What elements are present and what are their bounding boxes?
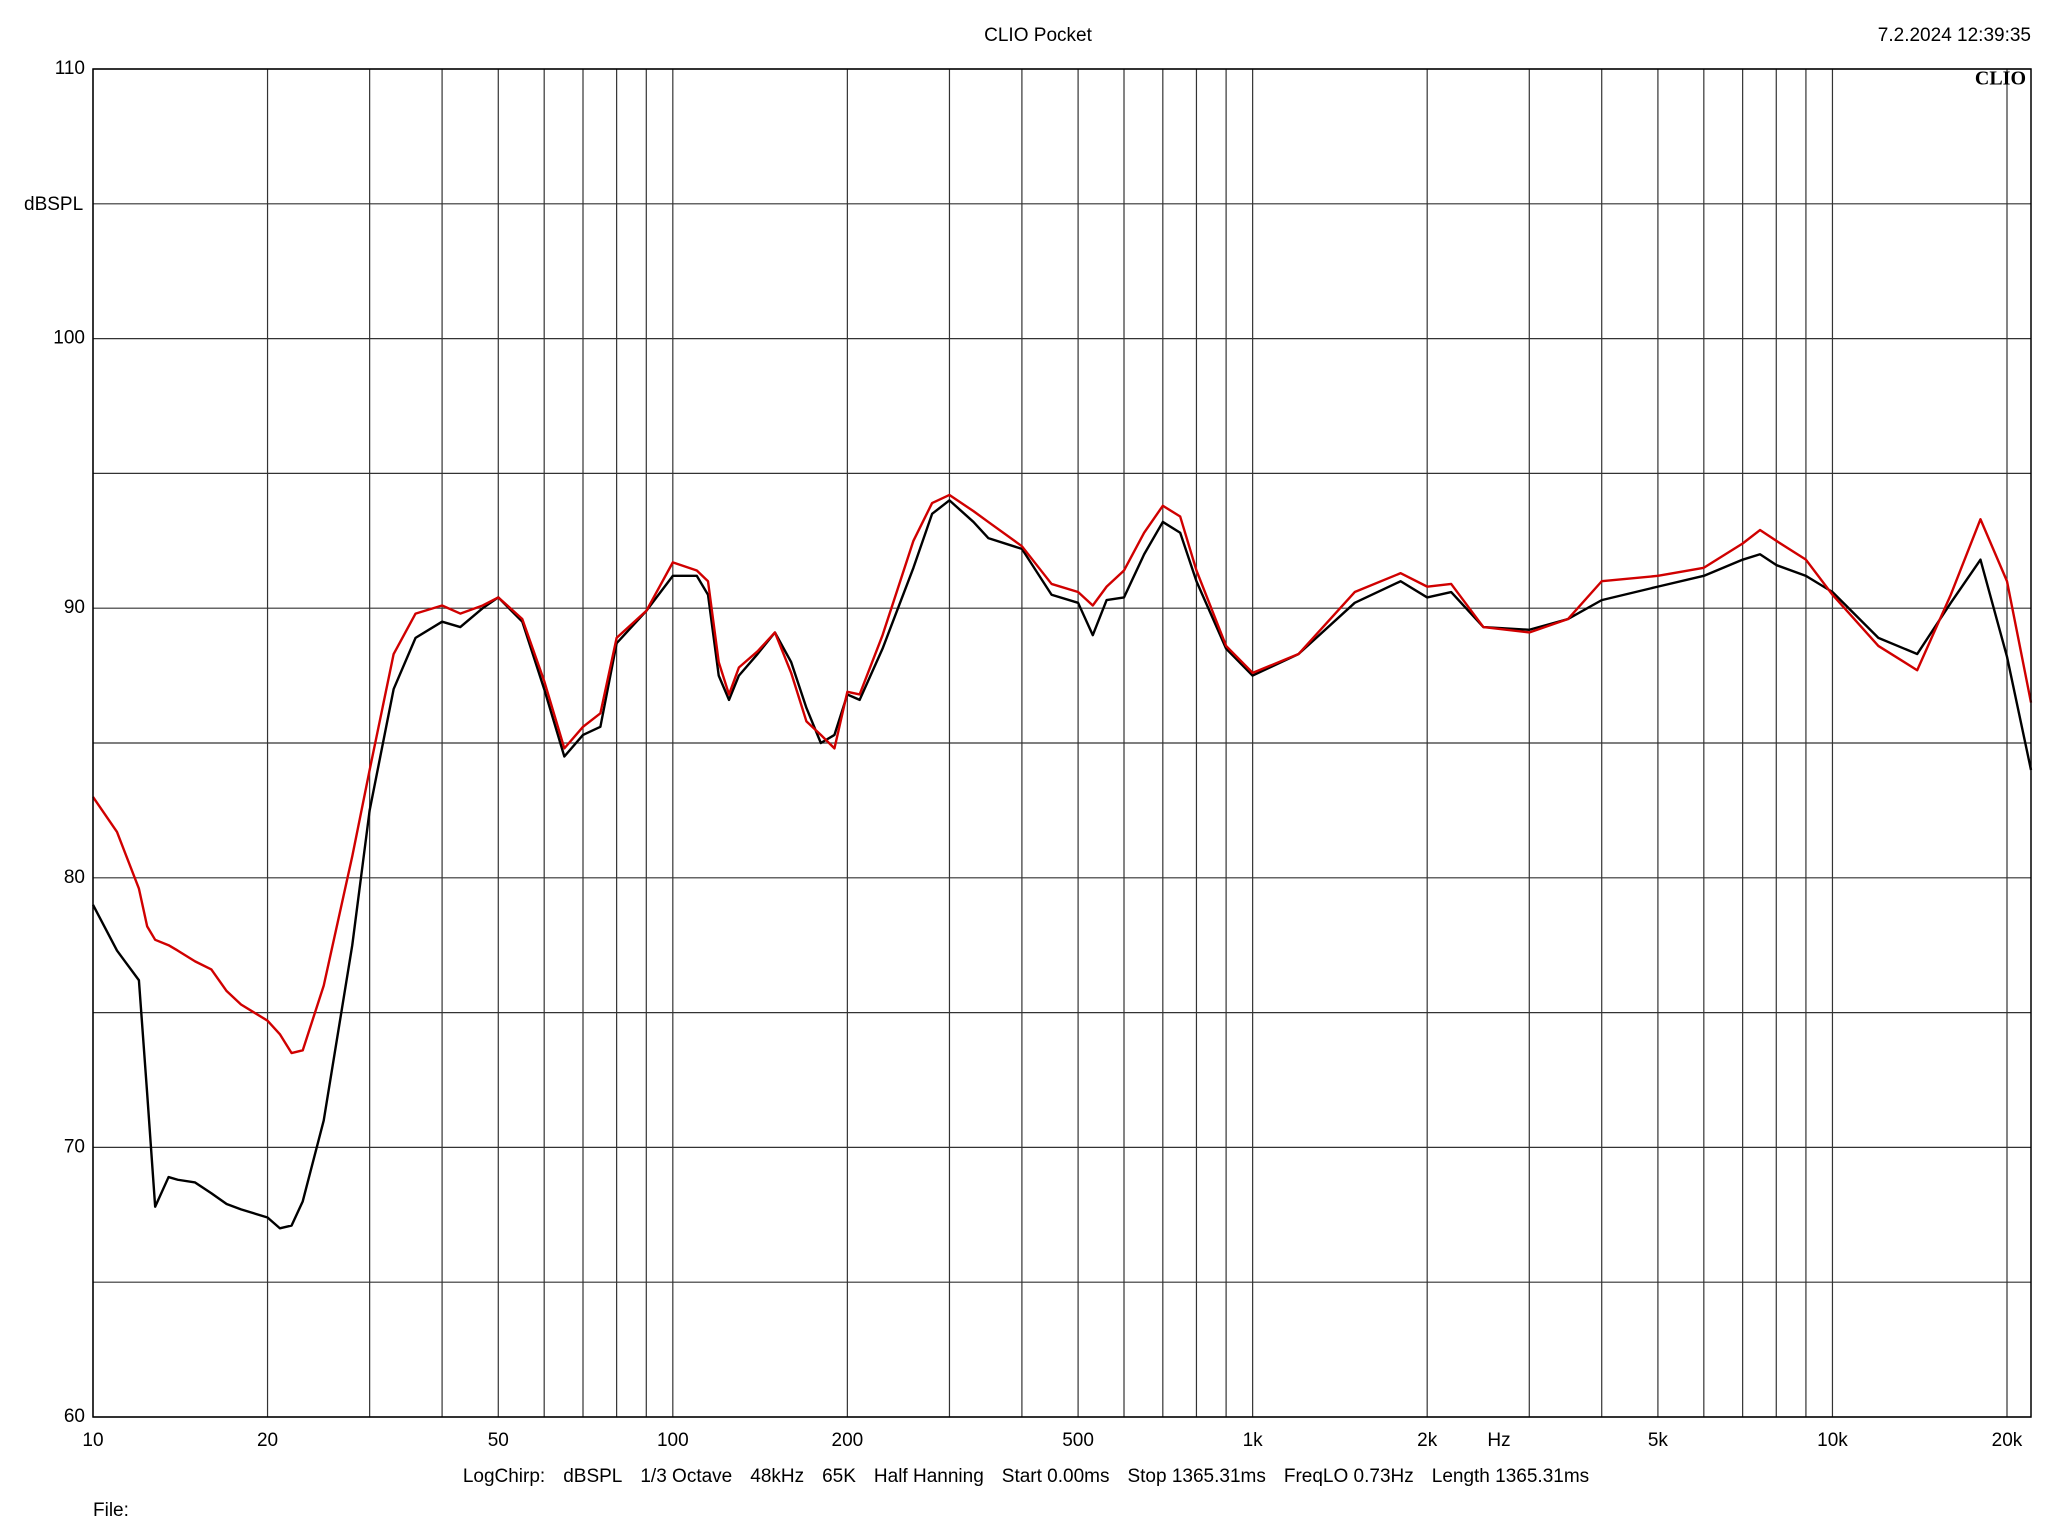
info-item: Half Hanning — [874, 1466, 984, 1487]
file-label: File: — [93, 1500, 129, 1521]
series-line — [91, 499, 2033, 1230]
info-item: Length 1365.31ms — [1432, 1466, 1589, 1487]
info-item: Start 0.00ms — [1002, 1466, 1110, 1487]
x-tick-label: 100 — [657, 1430, 689, 1451]
x-tick-label: 1k — [1243, 1430, 1264, 1451]
plot-frame — [92, 68, 2032, 1418]
y-axis-label: dBSPL — [24, 194, 83, 215]
series-line — [92, 493, 2033, 1055]
y-tick-label: 90 — [64, 597, 85, 618]
y-tick-label: 80 — [64, 867, 85, 888]
y-tick-label: 70 — [64, 1136, 85, 1157]
info-item: FreqLO 0.73Hz — [1284, 1466, 1414, 1487]
timestamp: 7.2.2024 12:39:35 — [1878, 25, 2031, 46]
y-tick-label: 110 — [55, 58, 85, 79]
x-axis-label: Hz — [1487, 1430, 1510, 1451]
x-tick-label: 5k — [1648, 1430, 1669, 1451]
x-tick-label: 200 — [832, 1430, 864, 1451]
measurement-info: LogChirp: dBSPL 1/3 Octave 48kHz 65K Half Han… — [463, 1466, 1589, 1487]
info-item: LogChirp: — [463, 1466, 545, 1487]
info-item: dBSPL — [563, 1466, 622, 1487]
plot-lines — [91, 493, 2033, 1230]
chart-title: CLIO Pocket — [984, 25, 1092, 46]
info-item: Stop 1365.31ms — [1127, 1466, 1265, 1487]
x-tick-label: 20 — [257, 1430, 278, 1451]
logo: CLIO — [1975, 68, 2026, 90]
info-item: 1/3 Octave — [640, 1466, 732, 1487]
x-tick-label: 10k — [1817, 1430, 1848, 1451]
info-item: 65K — [822, 1466, 856, 1487]
x-tick-label: 50 — [488, 1430, 509, 1451]
info-item: 48kHz — [750, 1466, 804, 1487]
x-tick-label: 500 — [1062, 1430, 1094, 1451]
y-tick-label: 100 — [53, 328, 85, 349]
x-tick-label: 2k — [1417, 1430, 1438, 1451]
x-tick-label: 10 — [82, 1430, 103, 1451]
y-tick-label: 60 — [64, 1406, 85, 1427]
x-tick-label: 20k — [1992, 1430, 2023, 1451]
